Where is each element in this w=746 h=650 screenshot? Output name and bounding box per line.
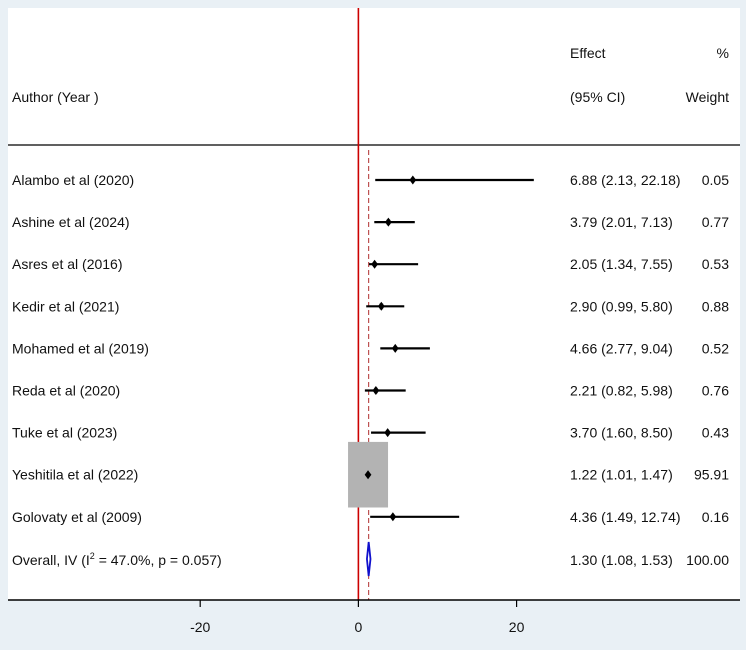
point-estimate [371, 259, 378, 269]
effect-ci-text: 4.66 (2.77, 9.04) [570, 340, 673, 356]
effect-ci-text: 6.88 (2.13, 22.18) [570, 172, 681, 188]
effect-ci-text: 1.22 (1.01, 1.47) [570, 467, 673, 483]
point-estimate [409, 175, 417, 185]
study-row: Ashine et al (2024) 3.79 (2.01, 7.13) 0.77 [12, 214, 729, 230]
point-estimate [384, 217, 392, 227]
weight-text: 0.52 [702, 340, 729, 356]
x-tick-label: -20 [190, 619, 210, 635]
weight-text: 95.91 [694, 467, 729, 483]
study-row: Tuke et al (2023) 3.70 (1.60, 8.50) 0.43 [12, 425, 729, 441]
weight-text: 0.16 [702, 509, 729, 525]
study-label: Ashine et al (2024) [12, 214, 130, 230]
study-row: Yeshitila et al (2022) 1.22 (1.01, 1.47) 9… [12, 441, 729, 508]
header-effect-ci-label: (95% CI) [570, 89, 625, 105]
header-weight-label: % [717, 45, 729, 61]
effect-ci-text: 2.21 (0.82, 5.98) [570, 383, 673, 399]
study-row: Mohamed et al (2019) 4.66 (2.77, 9.04) 0.5… [12, 340, 729, 356]
overall-weight-text: 100.00 [686, 552, 729, 568]
header-effect-label: Effect [570, 45, 606, 61]
weight-text: 0.53 [702, 256, 729, 272]
study-label: Asres et al (2016) [12, 256, 123, 272]
point-estimate [384, 428, 392, 438]
study-label: Alambo et al (2020) [12, 172, 134, 188]
overall-row: Overall, IV (I2 = 47.0%, p = 0.057) 1.30… [12, 541, 729, 577]
point-estimate [364, 470, 372, 480]
point-estimate [372, 386, 380, 395]
study-row: Asres et al (2016) 2.05 (1.34, 7.55) 0.53 [12, 256, 729, 272]
study-label: Reda et al (2020) [12, 383, 120, 399]
point-estimate [377, 301, 385, 311]
effect-ci-text: 3.79 (2.01, 7.13) [570, 214, 673, 230]
overall-diamond [366, 541, 372, 577]
x-axis: -20 0 20 [8, 599, 740, 635]
study-row: Golovaty et al (2009) 4.36 (1.49, 12.74) 0… [12, 509, 729, 525]
header-weight-subtitle: Weight [686, 89, 729, 105]
study-rows: Alambo et al (2020) 6.88 (2.13, 22.18) 0.0… [12, 172, 729, 525]
header-author-label: Author (Year ) [12, 89, 99, 105]
effect-ci-text: 2.05 (1.34, 7.55) [570, 256, 673, 272]
study-label: Mohamed et al (2019) [12, 340, 149, 356]
overall-effect-text: 1.30 (1.08, 1.53) [570, 552, 673, 568]
effect-ci-text: 2.90 (0.99, 5.80) [570, 298, 673, 314]
x-tick-label: 0 [354, 619, 362, 635]
weight-text: 0.88 [702, 298, 729, 314]
study-label: Tuke et al (2023) [12, 425, 117, 441]
study-row: Kedir et al (2021) 2.90 (0.99, 5.80) 0.88 [12, 298, 729, 314]
weight-text: 0.77 [702, 214, 729, 230]
point-estimate [391, 343, 399, 353]
point-estimate [389, 512, 397, 522]
x-tick-label: 20 [509, 619, 525, 635]
study-row: Alambo et al (2020) 6.88 (2.13, 22.18) 0.0… [12, 172, 729, 188]
study-row: Reda et al (2020) 2.21 (0.82, 5.98) 0.76 [12, 383, 729, 399]
weight-text: 0.05 [702, 172, 729, 188]
weight-text: 0.76 [702, 383, 729, 399]
weight-text: 0.43 [702, 425, 729, 441]
effect-ci-text: 4.36 (1.49, 12.74) [570, 509, 681, 525]
study-label: Yeshitila et al (2022) [12, 467, 138, 483]
study-label: Kedir et al (2021) [12, 298, 119, 314]
effect-ci-text: 3.70 (1.60, 8.50) [570, 425, 673, 441]
study-label: Golovaty et al (2009) [12, 509, 142, 525]
overall-label: Overall, IV (I2 = 47.0%, p = 0.057) [12, 551, 222, 568]
